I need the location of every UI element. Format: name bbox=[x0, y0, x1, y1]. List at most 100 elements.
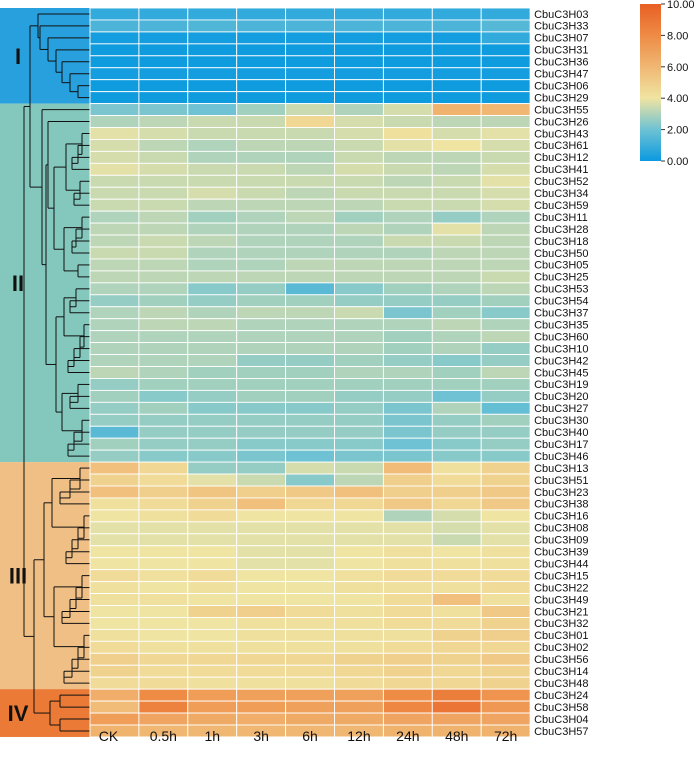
heatmap-cell bbox=[285, 473, 335, 487]
heatmap-cell bbox=[431, 605, 482, 618]
heatmap-cell bbox=[285, 688, 335, 702]
heatmap-cell bbox=[89, 174, 140, 188]
heatmap-cell bbox=[382, 617, 433, 630]
row-label: CbuC3H57 bbox=[534, 726, 588, 738]
heatmap-cell bbox=[285, 234, 335, 248]
heatmap-cell bbox=[480, 162, 531, 176]
heatmap-cell bbox=[431, 115, 482, 128]
heatmap-cell bbox=[138, 330, 189, 344]
heatmap-cell bbox=[334, 210, 384, 224]
heatmap-cell bbox=[382, 19, 433, 33]
row-label: CbuC3H19 bbox=[534, 379, 588, 391]
heatmap-cell bbox=[236, 306, 287, 320]
heatmap-cell bbox=[431, 664, 482, 678]
heatmap-cell bbox=[138, 306, 189, 320]
dendrogram bbox=[23, 13, 90, 732]
row-label: CbuC3H17 bbox=[534, 439, 588, 451]
heatmap-cell bbox=[480, 676, 531, 690]
heatmap-cell bbox=[138, 425, 189, 439]
heatmap-cell bbox=[480, 557, 531, 571]
heatmap-cell bbox=[480, 617, 531, 630]
row-label: CbuC3H34 bbox=[534, 188, 588, 200]
heatmap-cell bbox=[236, 712, 287, 726]
heatmap-cell bbox=[431, 162, 482, 176]
heatmap-cell bbox=[89, 664, 140, 678]
heatmap-cell bbox=[334, 115, 384, 128]
heatmap-cell bbox=[382, 389, 433, 403]
heatmap-cell bbox=[382, 318, 433, 332]
heatmap-cell bbox=[89, 246, 140, 260]
heatmap-cell bbox=[480, 91, 531, 105]
heatmap-cell bbox=[382, 664, 433, 678]
heatmap-cell bbox=[334, 473, 384, 487]
heatmap-cell bbox=[187, 186, 238, 200]
heatmap-cell bbox=[480, 473, 531, 487]
heatmap-cell bbox=[382, 354, 433, 367]
heatmap-cell bbox=[285, 640, 335, 654]
heatmap-cell bbox=[89, 473, 140, 487]
row-label: CbuC3H40 bbox=[534, 427, 588, 439]
heatmap-cell bbox=[431, 413, 482, 427]
colorbar-tick-label: 0.00 bbox=[667, 156, 688, 168]
heatmap-cell bbox=[138, 55, 189, 69]
row-label: CbuC3H07 bbox=[534, 33, 588, 45]
heatmap-cell bbox=[236, 425, 287, 439]
heatmap-cell bbox=[334, 162, 384, 176]
heatmap-cell bbox=[480, 509, 531, 523]
heatmap-cell bbox=[236, 413, 287, 427]
heatmap-cell bbox=[285, 437, 335, 451]
heatmap-cell bbox=[285, 593, 335, 606]
heatmap-cell bbox=[89, 401, 140, 415]
heatmap-cell bbox=[236, 31, 287, 45]
heatmap-cell bbox=[236, 282, 287, 296]
heatmap-cell bbox=[334, 270, 384, 284]
heatmap-cell bbox=[431, 330, 482, 344]
heatmap-cell bbox=[382, 545, 433, 559]
heatmap-cell bbox=[138, 127, 189, 140]
heatmap-cell bbox=[334, 294, 384, 308]
heatmap-cell bbox=[285, 138, 335, 152]
heatmap-cell bbox=[480, 270, 531, 284]
heatmap-cell bbox=[138, 354, 189, 367]
heatmap-cell bbox=[480, 55, 531, 69]
heatmap-cell bbox=[382, 700, 433, 714]
heatmap-cell bbox=[480, 354, 531, 367]
heatmap-cell bbox=[236, 115, 287, 128]
row-label: CbuC3H05 bbox=[534, 260, 588, 272]
heatmap-cell bbox=[431, 282, 482, 296]
heatmap-cell bbox=[138, 294, 189, 308]
heatmap-cell bbox=[382, 640, 433, 654]
heatmap-cell bbox=[187, 652, 238, 666]
row-label: CbuC3H18 bbox=[534, 236, 588, 248]
heatmap-cell bbox=[431, 640, 482, 654]
heatmap-cell bbox=[89, 545, 140, 559]
heatmap-cell bbox=[334, 712, 384, 726]
heatmap-cell bbox=[236, 127, 287, 140]
heatmap-cell bbox=[334, 186, 384, 200]
heatmap-cell bbox=[236, 521, 287, 535]
heatmap-cell bbox=[89, 712, 140, 726]
heatmap-cell bbox=[236, 270, 287, 284]
heatmap-cell bbox=[236, 354, 287, 367]
heatmap-cell bbox=[480, 664, 531, 678]
heatmap-cell bbox=[334, 79, 384, 93]
heatmap-cell bbox=[138, 461, 189, 475]
heatmap-cell bbox=[382, 652, 433, 666]
heatmap-cell bbox=[187, 449, 238, 463]
heatmap-cell bbox=[285, 378, 335, 391]
heatmap-cell bbox=[236, 569, 287, 583]
heatmap-cell bbox=[187, 115, 238, 128]
heatmap-cell bbox=[334, 43, 384, 57]
heatmap-cell bbox=[89, 700, 140, 714]
heatmap-cell bbox=[187, 43, 238, 57]
heatmap-cell bbox=[431, 628, 482, 642]
heatmap-cell bbox=[480, 425, 531, 439]
column-label: 12h bbox=[347, 728, 370, 744]
heatmap-cell bbox=[138, 7, 189, 21]
heatmap-cell bbox=[382, 628, 433, 642]
heatmap-cell bbox=[89, 91, 140, 105]
heatmap-cell bbox=[138, 700, 189, 714]
heatmap-cell bbox=[382, 174, 433, 188]
heatmap-cell bbox=[382, 533, 433, 547]
heatmap-cell bbox=[382, 509, 433, 523]
